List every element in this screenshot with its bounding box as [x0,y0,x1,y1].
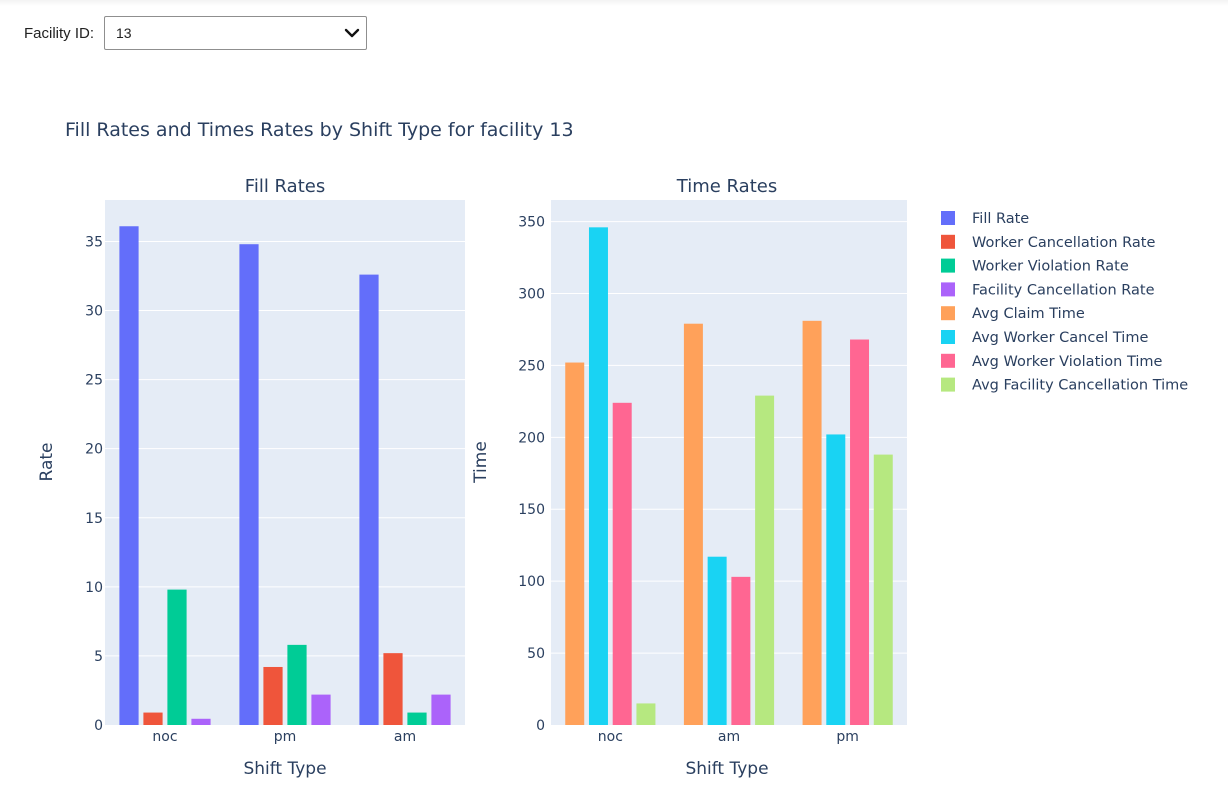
legend-swatch [941,377,955,392]
y-tick-label: 15 [85,511,103,527]
y-tick-label: 35 [85,234,103,250]
x-tick-label: am [394,729,416,745]
y-tick-label: 0 [536,718,545,734]
subplot-title: Time Rates [676,176,777,197]
bar [588,227,608,725]
y-tick-label: 20 [85,442,103,458]
plot-area-2 [551,200,907,725]
legend-swatch [941,282,955,297]
subplot-title: Fill Rates [245,176,325,197]
bar [311,694,331,725]
y-tick-label: 350 [518,215,545,231]
facility-selector: Facility ID: 13 [24,15,368,51]
x-tick-label: noc [152,729,177,745]
bar [612,402,632,725]
bar [731,576,751,725]
legend-item: Avg Worker Cancel Time [972,330,1148,346]
facility-id-value: 13 [116,25,132,41]
legend-item: Avg Worker Violation Time [972,354,1163,370]
x-axis-label: Shift Type [685,759,768,779]
y-tick-label: 30 [85,304,103,320]
bar [407,712,427,725]
bar [191,718,211,725]
bar [431,694,451,725]
x-axis-label: Shift Type [243,759,326,779]
legend-swatch [941,353,955,368]
legend-swatch [941,234,955,249]
y-axis-label: Time [471,441,491,484]
bar [263,666,283,725]
x-tick-label: noc [598,729,623,745]
y-tick-label: 100 [518,574,545,590]
x-tick-label: pm [274,729,297,745]
bar [239,244,259,726]
bar [683,323,703,725]
y-axis-label: Rate [37,443,57,482]
facility-id-dropdown[interactable]: 13 [104,16,368,50]
bar [850,339,870,725]
bar [755,395,775,725]
bar [826,434,846,725]
bar [287,644,307,725]
legend-swatch [941,258,955,273]
x-tick-label: am [718,729,740,745]
bar [636,703,656,725]
bar [143,712,163,725]
legend-item: Avg Facility Cancellation Time [972,378,1188,394]
x-tick-label: pm [836,729,859,745]
legend-item: Avg Claim Time [972,306,1085,322]
bar [707,556,727,725]
legend-item: Facility Cancellation Rate [972,282,1155,298]
bar [802,320,822,725]
y-tick-label: 25 [85,373,103,389]
facility-id-label: Facility ID: [24,24,95,42]
legend-item: Worker Violation Rate [972,259,1129,275]
y-tick-label: 300 [518,286,545,302]
bar [873,454,893,725]
chevron-down-icon [344,28,360,38]
plot-area-1 [105,200,465,725]
y-tick-label: 250 [518,358,545,374]
y-tick-label: 150 [518,502,545,518]
bar [119,226,139,725]
legend-swatch [941,211,955,225]
bar [167,589,187,725]
y-tick-label: 200 [518,430,545,446]
y-tick-label: 5 [94,649,103,665]
legend-swatch [941,306,955,321]
legend-item: Worker Cancellation Rate [972,235,1155,251]
bar [565,362,585,725]
legend-item: Fill Rate [972,211,1029,227]
chart-title: Fill Rates and Times Rates by Shift Type… [65,119,574,141]
legend-swatch [941,330,955,344]
y-tick-label: 50 [527,646,545,662]
bar [359,274,379,725]
bar [383,653,403,725]
y-tick-label: 0 [94,718,103,734]
y-tick-label: 10 [85,580,103,596]
top-edge [0,0,1228,6]
